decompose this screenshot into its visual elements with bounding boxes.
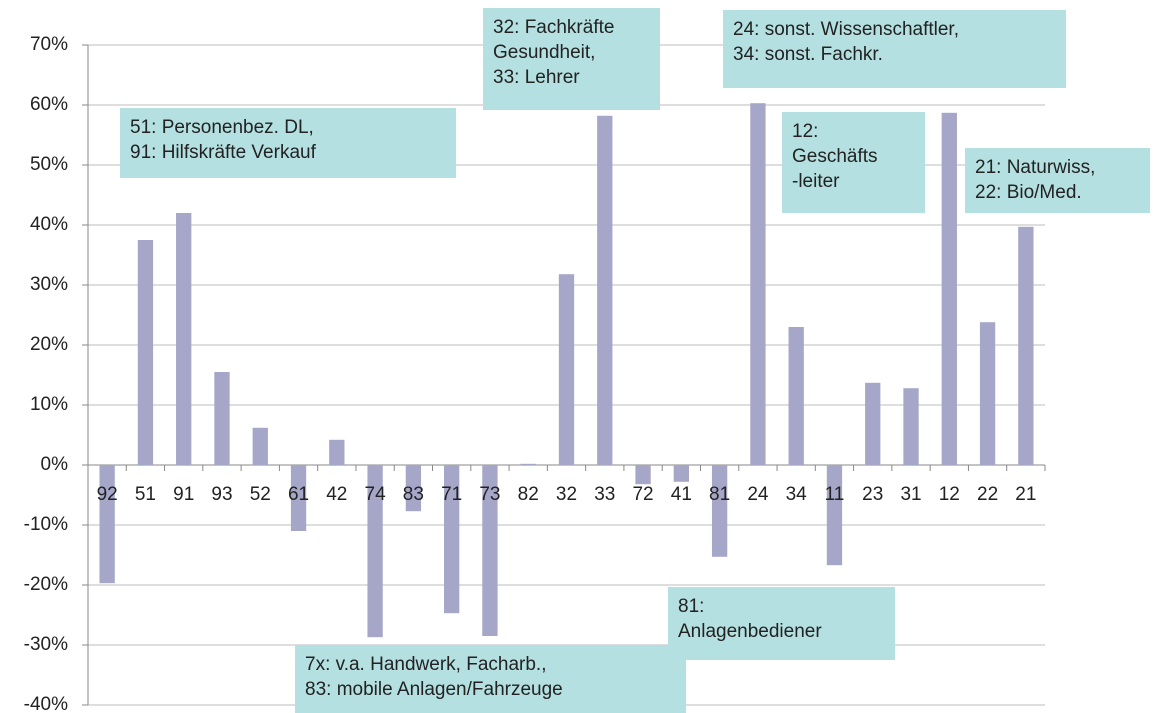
- x-tick-label: 11: [825, 484, 845, 505]
- bar: [750, 103, 766, 465]
- y-tick-label: 30%: [30, 274, 68, 295]
- bar: [520, 463, 536, 465]
- annotation-text: 91: Hilfskräfte Verkauf: [130, 142, 317, 163]
- x-tick-label: 31: [900, 484, 921, 505]
- x-tick-label: 23: [862, 484, 883, 505]
- annotation-box: [965, 148, 1150, 213]
- annotation-text: 24: sonst. Wissenschaftler,: [733, 19, 959, 40]
- bar: [214, 372, 230, 465]
- annotation-box: [723, 10, 1066, 88]
- bar: [137, 240, 154, 465]
- annotation-box: [668, 587, 895, 660]
- bar: [711, 465, 728, 557]
- bar: [903, 388, 919, 465]
- bar: [405, 465, 422, 512]
- x-tick-label: 33: [594, 484, 615, 505]
- y-tick-label: 20%: [30, 334, 68, 355]
- annotation-text: Gesundheit,: [493, 42, 595, 63]
- y-tick-label: -20%: [24, 574, 68, 595]
- bar: [329, 439, 345, 465]
- y-tick-label: -40%: [24, 694, 68, 713]
- bar: [673, 465, 689, 482]
- x-tick-label: 24: [747, 484, 769, 505]
- annotation-text: 51: Personenbez. DL,: [130, 117, 314, 138]
- annotation-text: 34: sonst. Fachkr.: [733, 44, 883, 65]
- x-tick-label: 12: [939, 484, 960, 505]
- y-tick-label: 60%: [30, 94, 68, 115]
- bar: [367, 465, 383, 638]
- bar: [482, 465, 498, 636]
- x-tick-label: 82: [518, 484, 539, 505]
- bar: [941, 112, 957, 466]
- x-tick-label: 93: [211, 484, 232, 505]
- annotation-box: [120, 108, 456, 178]
- x-tick-label: 91: [173, 484, 194, 505]
- annotation-text: Anlagenbediener: [678, 621, 822, 642]
- bar: [826, 465, 843, 566]
- annotation-box: [295, 645, 686, 713]
- y-tick-label: -30%: [24, 634, 68, 655]
- x-tick-label: 52: [250, 484, 271, 505]
- x-tick-label: 83: [403, 484, 424, 505]
- y-tick-label: 40%: [30, 214, 68, 235]
- annotation-text: 22: Bio/Med.: [975, 182, 1082, 203]
- bar: [252, 427, 268, 465]
- x-tick-label: 22: [977, 484, 998, 505]
- bar: [788, 327, 804, 465]
- annotation-text: 83: mobile Anlagen/Fahrzeuge: [305, 679, 563, 700]
- bar: [1018, 226, 1034, 465]
- bar: [597, 115, 613, 466]
- x-tick-label: 73: [479, 484, 500, 505]
- bar: [176, 213, 192, 465]
- bar: [865, 382, 881, 465]
- x-tick-label: 81: [709, 484, 730, 505]
- annotation-text: 32: Fachkräfte: [493, 17, 614, 38]
- x-tick-label: 72: [632, 484, 653, 505]
- annotation-text: 12:: [792, 121, 818, 142]
- bar: [558, 274, 575, 465]
- annotation-text: -leiter: [792, 171, 840, 192]
- annotation-text: 7x: v.a. Handwerk, Facharb.,: [305, 654, 546, 675]
- y-tick-label: -10%: [24, 514, 68, 535]
- y-tick-label: 70%: [30, 34, 68, 55]
- x-tick-label: 71: [441, 484, 462, 505]
- y-tick-label: 50%: [30, 154, 68, 175]
- annotation-text: 33: Lehrer: [493, 67, 580, 88]
- bar: [979, 322, 996, 465]
- x-tick-label: 42: [326, 484, 347, 505]
- x-tick-label: 21: [1015, 484, 1036, 505]
- x-tick-label: 41: [671, 484, 692, 505]
- annotation-text: 21: Naturwiss,: [975, 157, 1095, 178]
- bar: [444, 465, 460, 614]
- annotation-text: 81:: [678, 596, 704, 617]
- y-tick-label: 10%: [30, 394, 68, 415]
- y-tick-label: 0%: [41, 454, 69, 475]
- annotation-text: Geschäfts: [792, 146, 878, 167]
- x-tick-label: 92: [97, 484, 118, 505]
- annotation-box: [782, 112, 925, 213]
- x-tick-label: 34: [786, 484, 808, 505]
- annotation-box: [483, 8, 660, 110]
- bar: [635, 465, 651, 485]
- bar: [99, 465, 115, 584]
- bar: [290, 465, 307, 531]
- x-tick-label: 51: [135, 484, 156, 505]
- x-tick-label: 74: [365, 484, 387, 505]
- x-tick-label: 61: [288, 484, 309, 505]
- x-tick-label: 32: [556, 484, 577, 505]
